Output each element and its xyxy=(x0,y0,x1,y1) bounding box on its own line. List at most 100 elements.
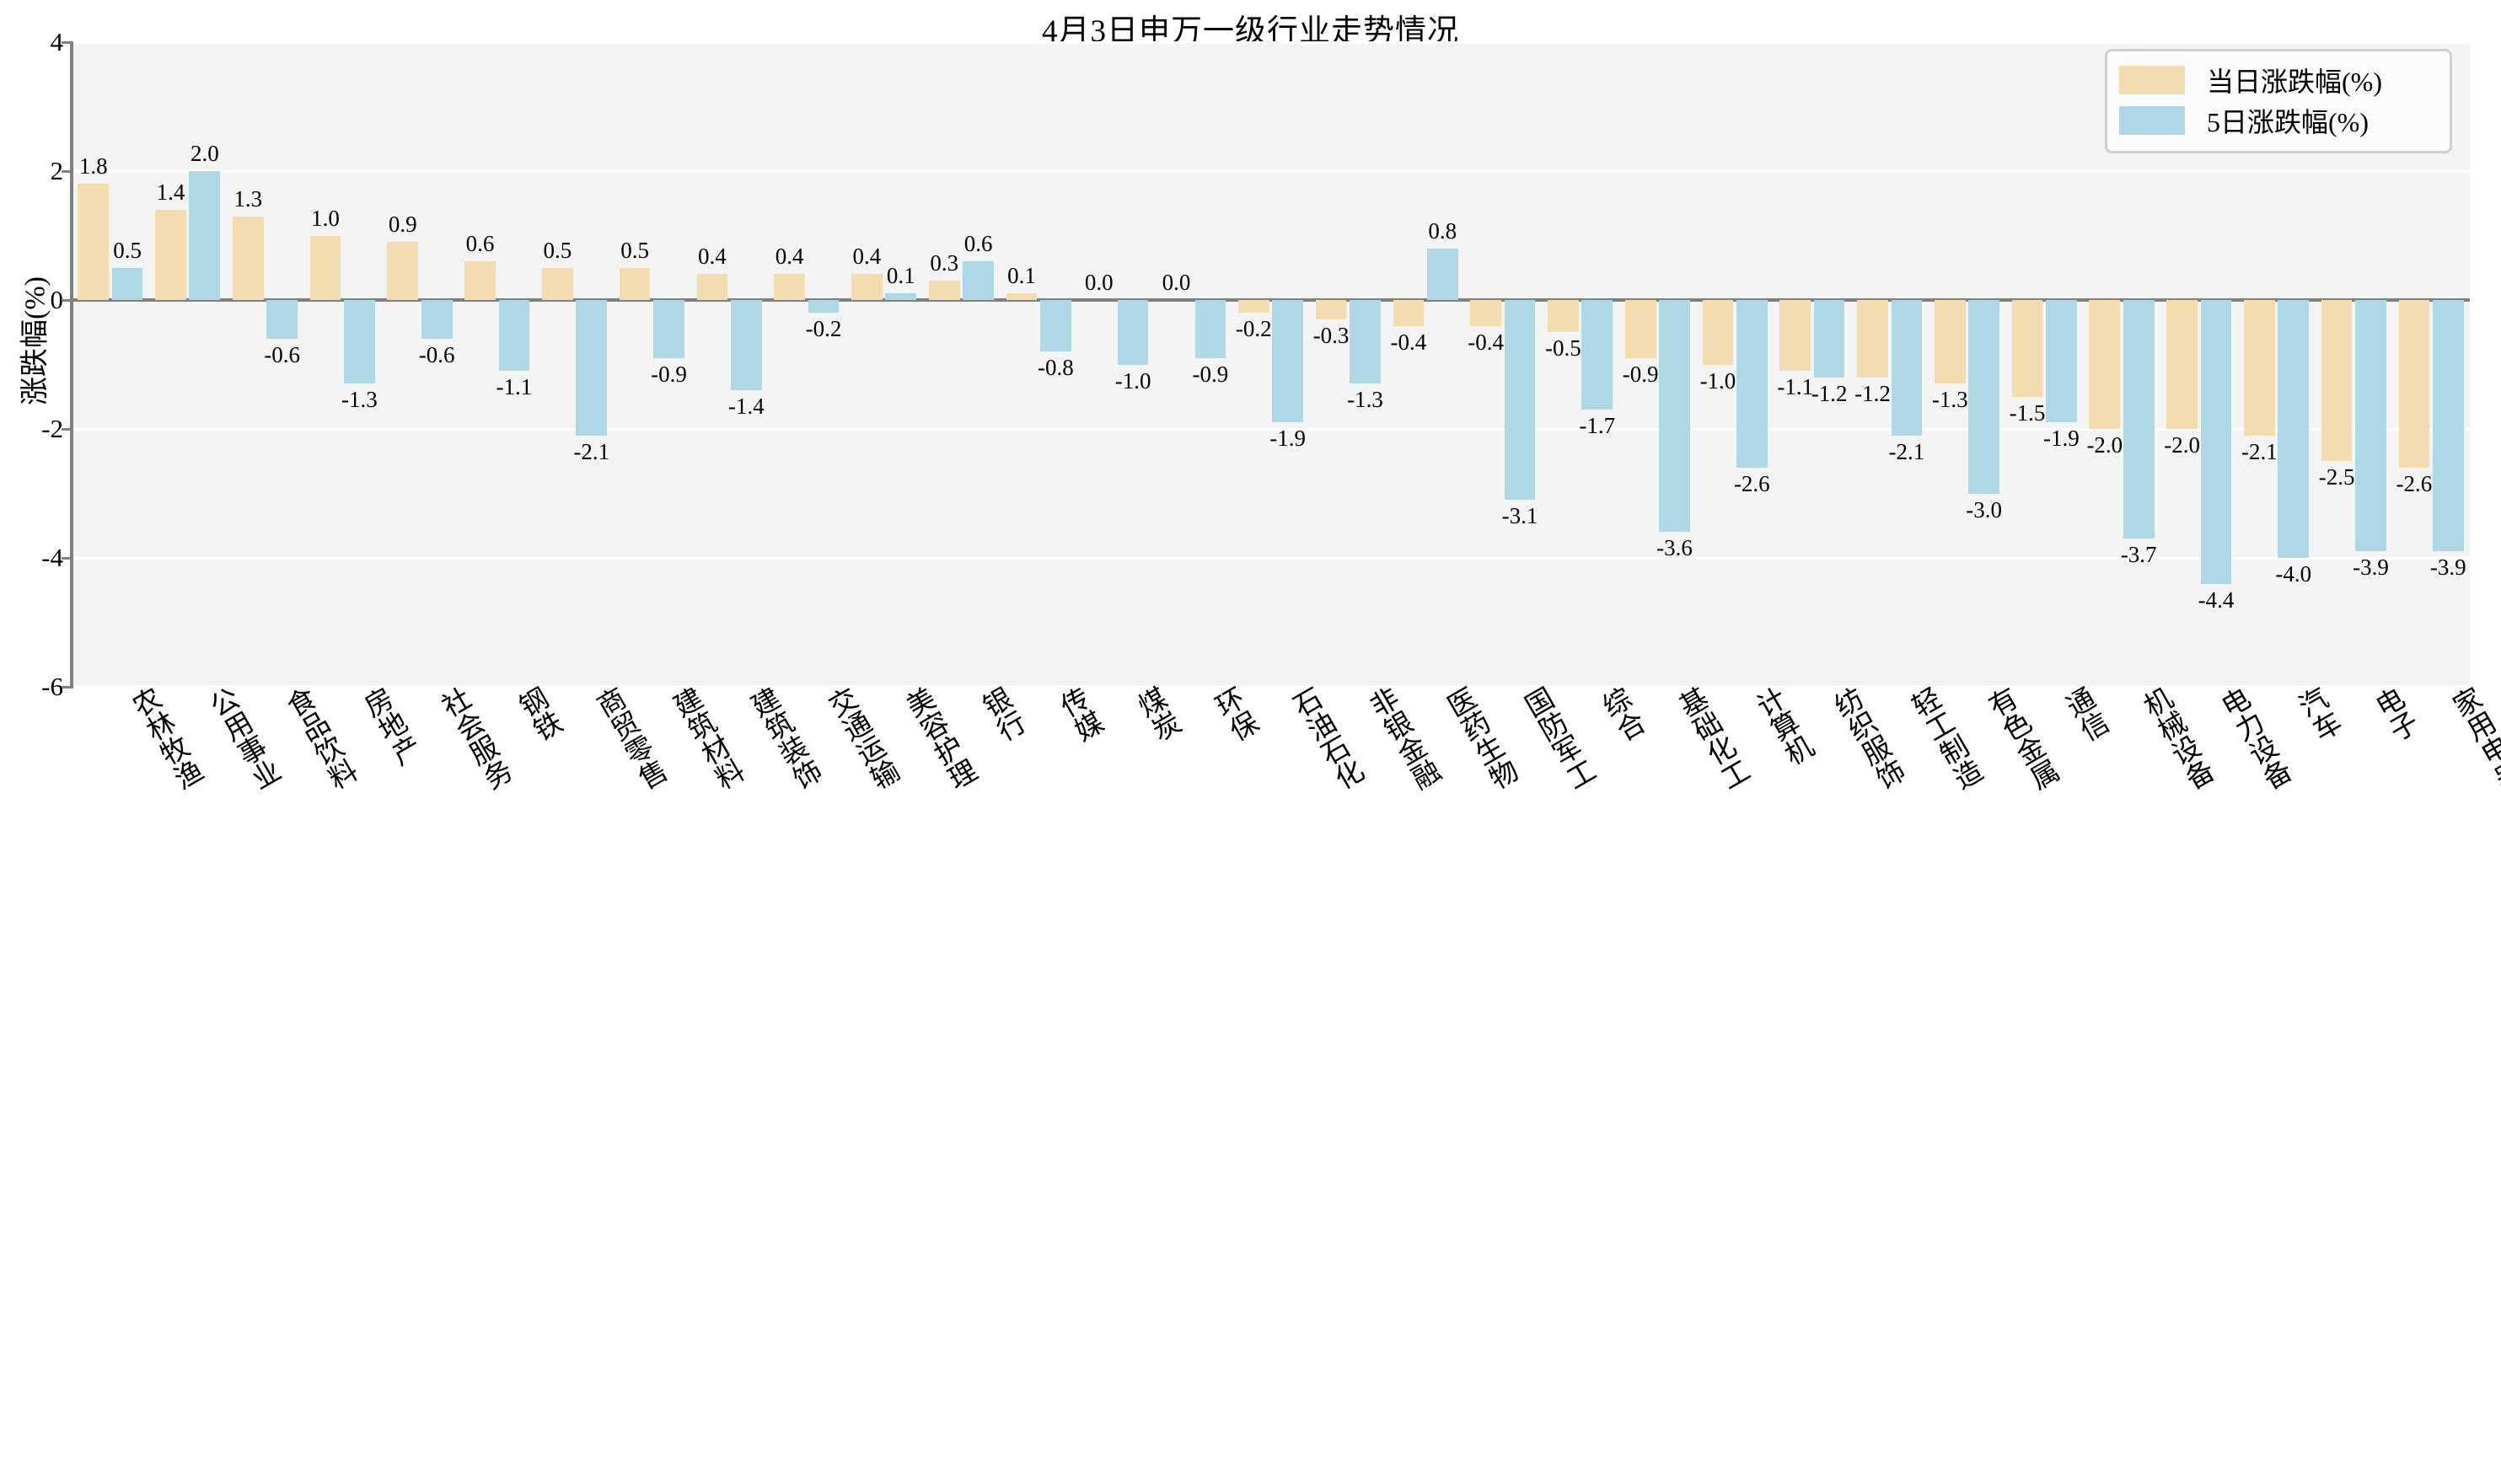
x-tick-label-5: 钢铁 xyxy=(510,683,565,747)
gridline xyxy=(72,556,2470,560)
bar-five-day[interactable] xyxy=(1350,300,1381,384)
bar-value-label: 0.6 xyxy=(465,231,495,257)
bar-five-day[interactable] xyxy=(1040,300,1071,352)
bar-value-label: 0.5 xyxy=(543,237,572,263)
bar-current-day[interactable] xyxy=(1702,300,1734,365)
bar-value-label: -3.7 xyxy=(2120,542,2157,568)
x-tick-label-21: 计算机 xyxy=(1747,683,1817,771)
bar-five-day[interactable] xyxy=(2355,300,2386,552)
bar-value-label: -4.4 xyxy=(2198,587,2235,613)
bar-five-day[interactable] xyxy=(1736,300,1768,468)
bar-current-day[interactable] xyxy=(155,209,186,300)
bar-value-label: 0.4 xyxy=(775,244,804,270)
bar-five-day[interactable] xyxy=(189,171,221,300)
x-tick-label-24: 有色金属 xyxy=(1980,683,2063,796)
bar-five-day[interactable] xyxy=(498,300,530,372)
bar-value-label: -2.0 xyxy=(2164,432,2200,458)
y-tick-mark xyxy=(62,686,73,688)
bar-five-day[interactable] xyxy=(808,300,840,313)
bar-value-label: -3.1 xyxy=(1501,503,1538,529)
bar-value-label: -2.1 xyxy=(1888,438,1925,464)
bar-five-day[interactable] xyxy=(1968,300,1999,494)
bar-five-day[interactable] xyxy=(1194,300,1226,358)
bar-current-day[interactable] xyxy=(1393,300,1425,326)
bar-value-label: -1.1 xyxy=(1777,374,1814,400)
bar-current-day[interactable] xyxy=(2166,300,2198,429)
bar-five-day[interactable] xyxy=(2278,300,2310,558)
bar-five-day[interactable] xyxy=(730,300,762,391)
bar-five-day[interactable] xyxy=(266,300,298,339)
bar-five-day[interactable] xyxy=(1272,300,1304,423)
bar-value-label: -2.6 xyxy=(2396,470,2433,496)
bar-five-day[interactable] xyxy=(344,300,375,384)
bar-five-day[interactable] xyxy=(1813,300,1845,378)
y-tick-label: -2 xyxy=(41,414,63,443)
bar-five-day[interactable] xyxy=(653,300,684,358)
x-tick-label-16: 非银金融 xyxy=(1361,683,1444,796)
bar-current-day[interactable] xyxy=(309,235,341,300)
bar-current-day[interactable] xyxy=(1857,300,1888,378)
bar-current-day[interactable] xyxy=(1315,300,1347,319)
bar-five-day[interactable] xyxy=(2200,300,2232,584)
bar-value-label: -1.4 xyxy=(727,394,765,420)
bar-current-day[interactable] xyxy=(1237,300,1269,313)
bar-five-day[interactable] xyxy=(2123,300,2155,539)
bar-current-day[interactable] xyxy=(2011,300,2043,397)
bar-current-day[interactable] xyxy=(2398,300,2430,468)
bar-current-day[interactable] xyxy=(696,274,728,300)
bar-current-day[interactable] xyxy=(1624,300,1656,358)
bar-current-day[interactable] xyxy=(387,242,419,300)
bar-current-day[interactable] xyxy=(619,267,651,300)
bar-five-day[interactable] xyxy=(576,300,608,436)
bar-value-label: -0.6 xyxy=(418,341,455,367)
bar-current-day[interactable] xyxy=(1934,300,1966,384)
bar-value-label: -3.9 xyxy=(2353,554,2389,581)
gridline xyxy=(72,40,2470,44)
bar-value-label: 0.1 xyxy=(886,263,915,289)
bar-five-day[interactable] xyxy=(963,261,994,300)
bar-value-label: 0.4 xyxy=(852,244,882,270)
x-tick-label-11: 银行 xyxy=(974,683,1029,747)
bar-current-day[interactable] xyxy=(1548,300,1579,333)
bar-current-day[interactable] xyxy=(232,216,264,300)
bar-value-label: -1.9 xyxy=(2043,426,2080,452)
bar-current-day[interactable] xyxy=(2321,300,2353,462)
bar-current-day[interactable] xyxy=(928,281,960,300)
x-tick-label-8: 建筑装饰 xyxy=(742,683,824,796)
bar-value-label: 0.4 xyxy=(698,244,727,270)
bar-five-day[interactable] xyxy=(2432,300,2464,552)
legend-swatch-current-day xyxy=(2119,66,2185,94)
bar-current-day[interactable] xyxy=(851,274,883,300)
chart-legend: 当日涨跌幅(%) 5日涨跌幅(%) xyxy=(2105,49,2452,153)
bar-current-day[interactable] xyxy=(2244,300,2275,436)
x-tick-label-20: 基础化工 xyxy=(1671,683,1753,796)
legend-item-0[interactable]: 当日涨跌幅(%) xyxy=(2119,60,2438,100)
bar-five-day[interactable] xyxy=(111,267,143,300)
bar-five-day[interactable] xyxy=(1581,300,1613,410)
bar-current-day[interactable] xyxy=(1779,300,1811,372)
x-tick-label-22: 纺织服饰 xyxy=(1825,683,1908,796)
bar-five-day[interactable] xyxy=(1891,300,1923,436)
bar-current-day[interactable] xyxy=(2089,300,2121,429)
bar-current-day[interactable] xyxy=(774,274,805,300)
bar-current-day[interactable] xyxy=(464,261,496,300)
bar-five-day[interactable] xyxy=(1659,300,1690,533)
bar-current-day[interactable] xyxy=(541,267,573,300)
legend-item-1[interactable]: 5日涨跌幅(%) xyxy=(2119,100,2438,141)
bar-value-label: -0.6 xyxy=(264,341,300,367)
bar-five-day[interactable] xyxy=(1426,248,1458,300)
bar-current-day[interactable] xyxy=(1470,300,1501,326)
x-tick-label-19: 综合 xyxy=(1593,683,1648,747)
bar-five-day[interactable] xyxy=(1504,300,1536,501)
x-tick-label-10: 美容护理 xyxy=(897,683,979,796)
bar-five-day[interactable] xyxy=(885,293,917,300)
y-tick-mark xyxy=(62,299,73,302)
bar-five-day[interactable] xyxy=(421,300,453,339)
bar-value-label: -0.4 xyxy=(1390,329,1427,355)
bar-five-day[interactable] xyxy=(2046,300,2077,423)
y-axis-spine xyxy=(70,42,73,687)
bar-five-day[interactable] xyxy=(1117,300,1149,365)
bar-current-day[interactable] xyxy=(78,184,110,300)
bar-current-day[interactable] xyxy=(1006,293,1038,300)
